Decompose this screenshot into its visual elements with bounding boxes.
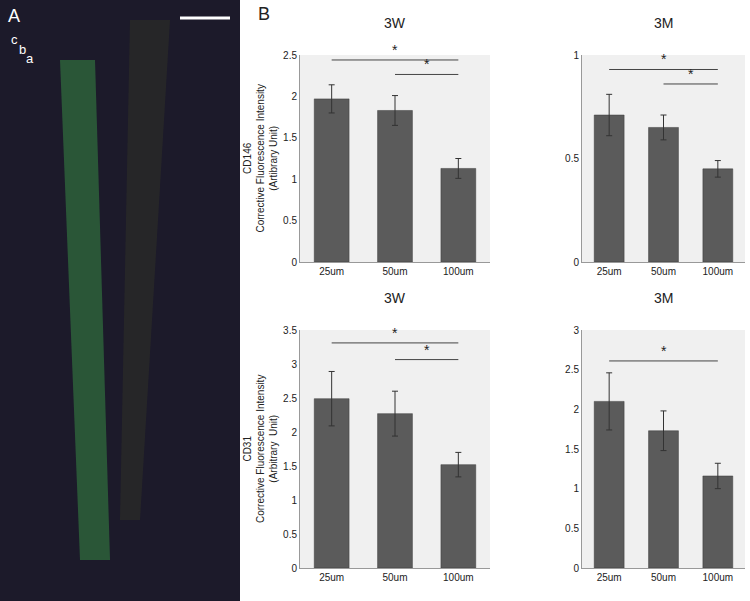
svg-text:2: 2 xyxy=(291,91,297,102)
svg-text:3M: 3M xyxy=(654,290,673,306)
svg-text:*: * xyxy=(661,51,667,67)
svg-text:50um: 50um xyxy=(651,572,676,583)
svg-text:a: a xyxy=(26,51,34,66)
svg-text:*: * xyxy=(688,66,694,82)
svg-text:3M: 3M xyxy=(654,15,673,31)
svg-text:0.5: 0.5 xyxy=(283,529,297,540)
svg-text:0: 0 xyxy=(291,257,297,268)
svg-text:1.5: 1.5 xyxy=(565,444,579,455)
svg-text:*: * xyxy=(392,42,398,58)
svg-text:*: * xyxy=(661,343,667,359)
svg-text:*: * xyxy=(424,56,430,72)
svg-text:25um: 25um xyxy=(319,266,344,277)
svg-text:50um: 50um xyxy=(651,266,676,277)
svg-text:2.5: 2.5 xyxy=(283,50,297,61)
svg-text:0.5: 0.5 xyxy=(565,153,579,164)
svg-text:b: b xyxy=(19,42,26,57)
svg-text:0: 0 xyxy=(573,257,579,268)
svg-text:A: A xyxy=(8,6,20,26)
svg-text:0: 0 xyxy=(573,563,579,574)
svg-text:3W: 3W xyxy=(384,290,406,306)
svg-text:2.5: 2.5 xyxy=(565,364,579,375)
svg-text:25um: 25um xyxy=(597,572,622,583)
svg-text:3.5: 3.5 xyxy=(283,325,297,336)
svg-text:3: 3 xyxy=(291,359,297,370)
svg-text:CD146Corrective Fluorescence I: CD146Corrective Fluorescence Intensity(A… xyxy=(242,84,279,232)
svg-text:100um: 100um xyxy=(443,572,474,583)
svg-text:3: 3 xyxy=(573,325,579,336)
svg-text:1: 1 xyxy=(573,483,579,494)
svg-text:100um: 100um xyxy=(703,266,734,277)
svg-text:25um: 25um xyxy=(597,266,622,277)
svg-text:B: B xyxy=(258,4,270,24)
svg-text:1: 1 xyxy=(291,495,297,506)
svg-text:100um: 100um xyxy=(443,266,474,277)
svg-text:0.5: 0.5 xyxy=(565,523,579,534)
svg-text:25um: 25um xyxy=(319,572,344,583)
svg-text:*: * xyxy=(424,342,430,358)
svg-text:3W: 3W xyxy=(384,15,406,31)
svg-text:CD31Corrective Fluorescence In: CD31Corrective Fluorescence Intensity(Ar… xyxy=(242,375,279,523)
svg-text:0: 0 xyxy=(291,563,297,574)
svg-text:50um: 50um xyxy=(382,266,407,277)
svg-text:2.5: 2.5 xyxy=(283,393,297,404)
svg-text:1.5: 1.5 xyxy=(283,461,297,472)
svg-text:1: 1 xyxy=(573,50,579,61)
svg-text:1.5: 1.5 xyxy=(283,132,297,143)
svg-text:50um: 50um xyxy=(382,572,407,583)
svg-text:1: 1 xyxy=(291,174,297,185)
svg-text:*: * xyxy=(392,325,398,341)
svg-text:100um: 100um xyxy=(703,572,734,583)
svg-text:0.5: 0.5 xyxy=(283,215,297,226)
svg-text:2: 2 xyxy=(573,404,579,415)
svg-text:2: 2 xyxy=(291,427,297,438)
svg-text:c: c xyxy=(11,32,18,47)
